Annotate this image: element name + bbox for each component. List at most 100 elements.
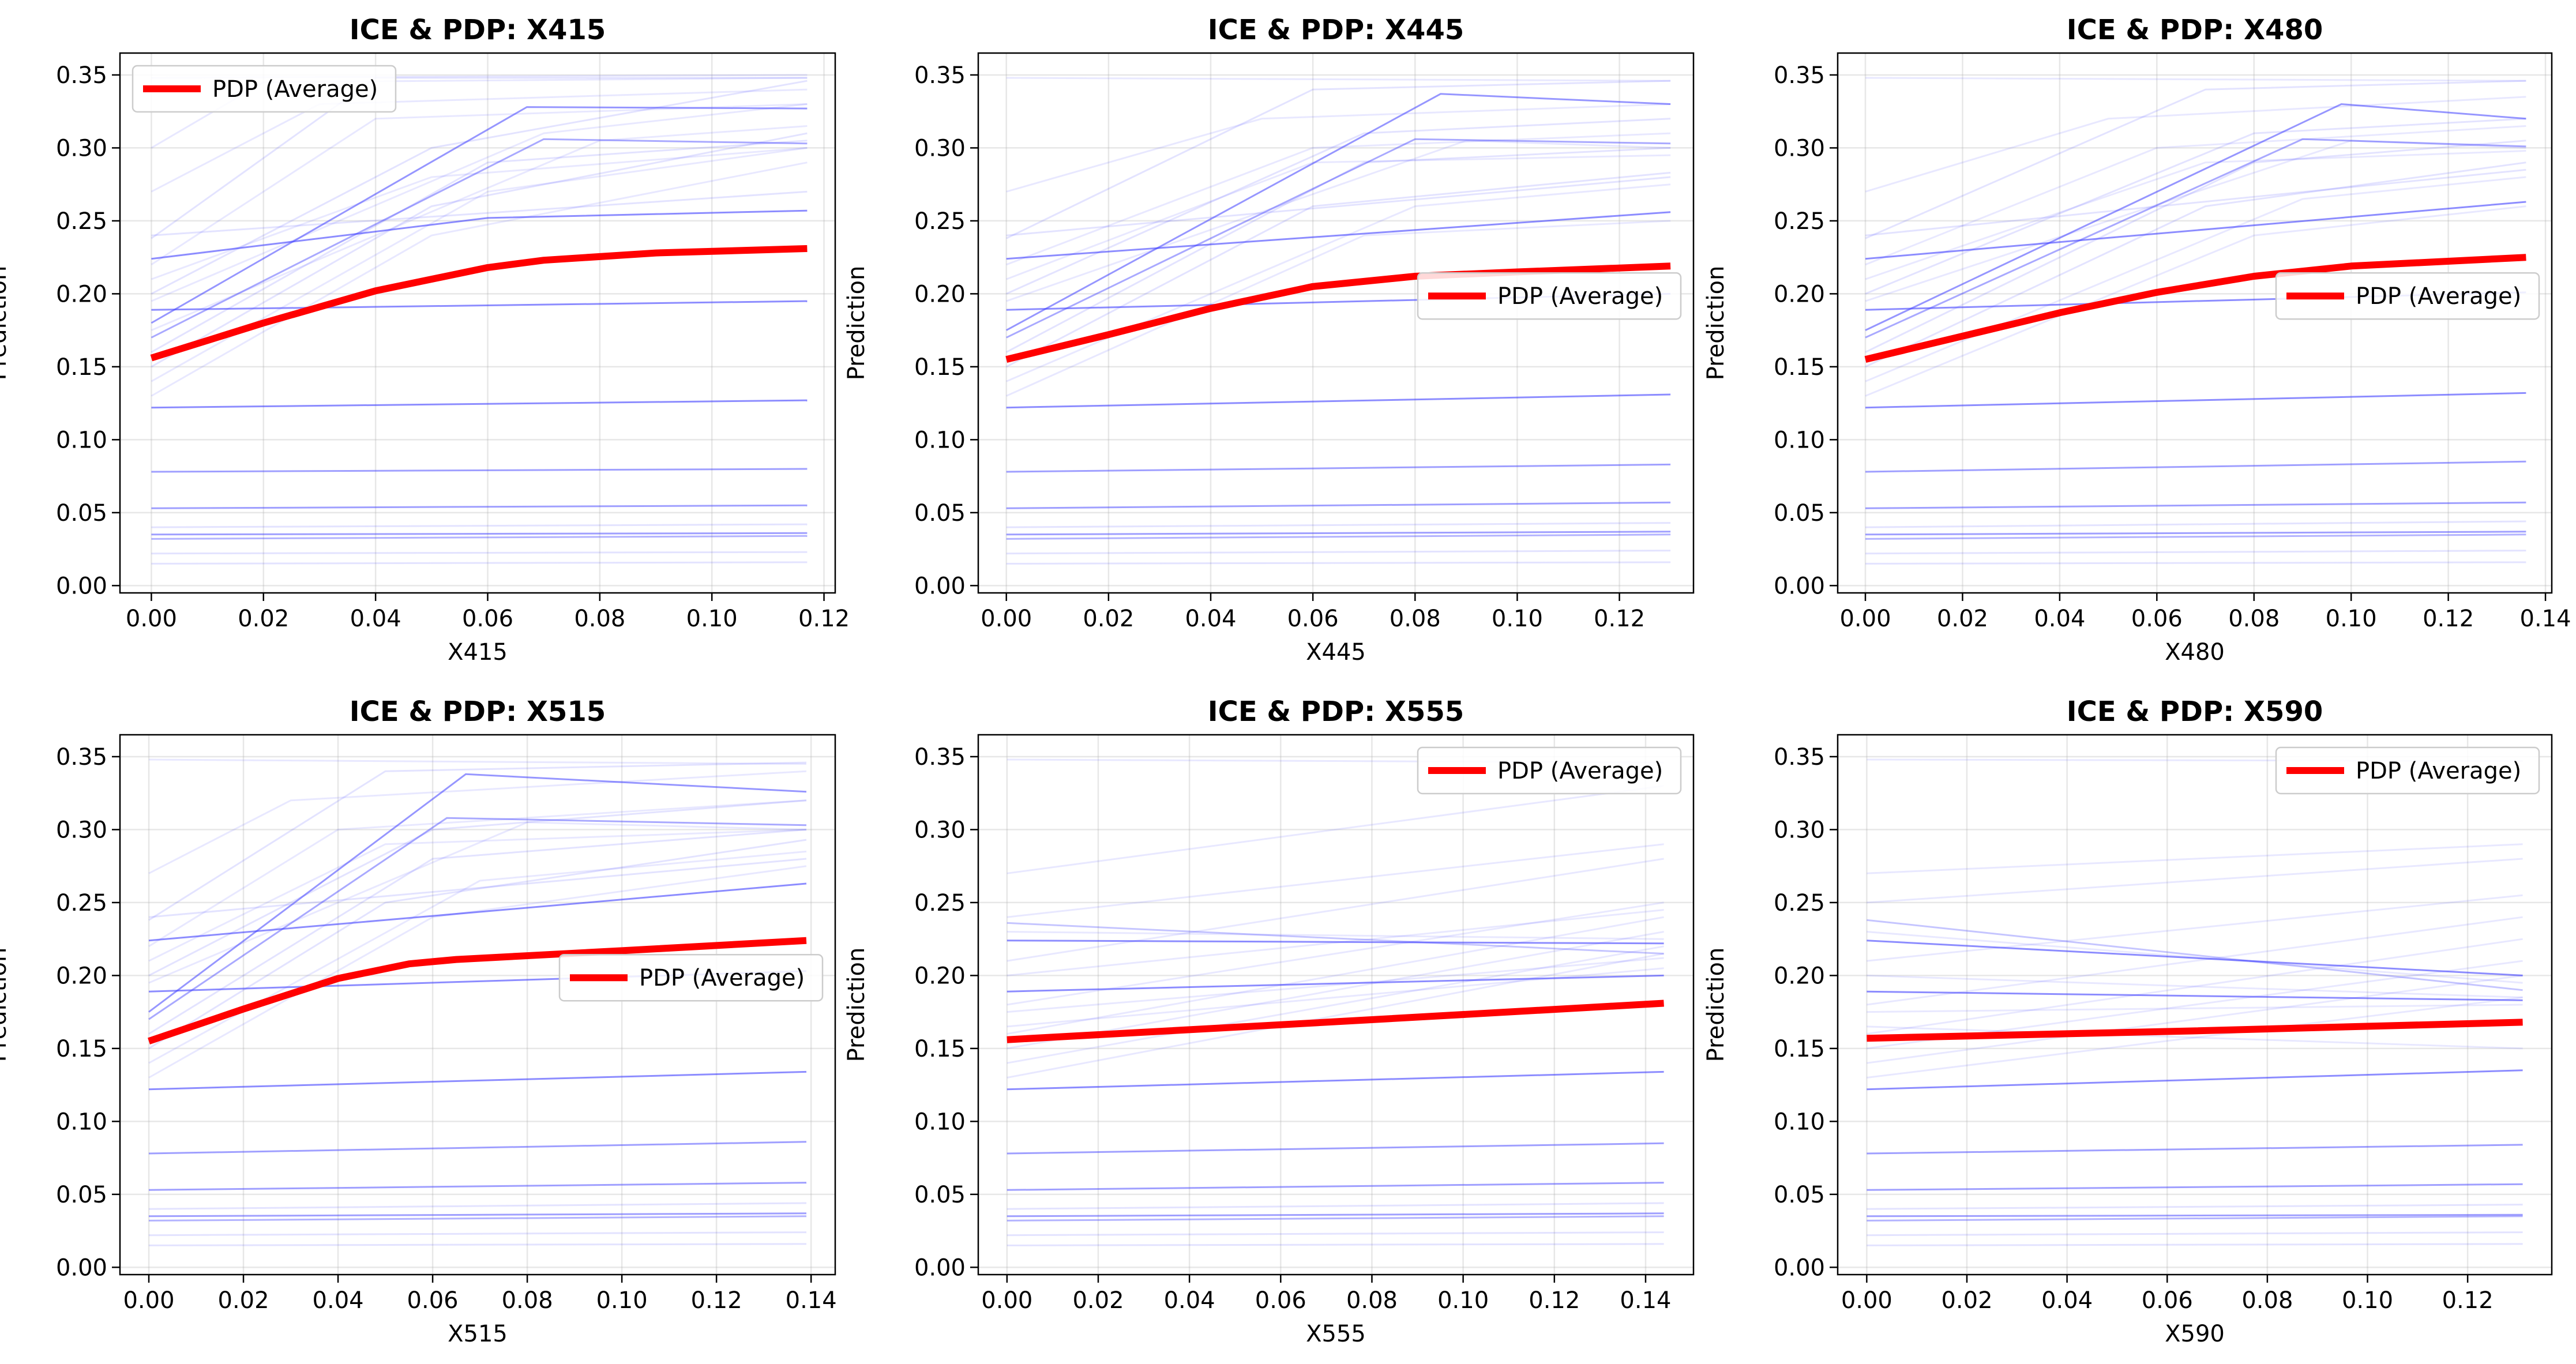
- subplot-1: 0.00 0.02 0.04 0.06 0.08 0.10 0.12 0.00 0.05 0.10…: [0, 14, 850, 666]
- ice-line: [148, 761, 807, 921]
- ice-line: [1865, 118, 2526, 295]
- ice-line: [151, 140, 808, 353]
- x-tick-label: 0.02: [1941, 1287, 1992, 1314]
- y-tick-label: 0.05: [1774, 500, 1825, 527]
- ice-line: [1007, 957, 1664, 1013]
- x-tick-label: 0.04: [1164, 1287, 1215, 1314]
- x-tick-label: 0.06: [462, 606, 513, 632]
- y-tick-label: 0.05: [1774, 1182, 1825, 1208]
- x-tick-label: 0.04: [313, 1287, 364, 1314]
- subplot-3: 0.00 0.02 0.04 0.06 0.08 0.10 0.12 0.14 0.00 0.05…: [1703, 14, 2571, 666]
- ice-line: [1867, 1204, 2523, 1210]
- subplot-5: 0.00 0.02 0.04 0.06 0.08 0.10 0.12 0.14 0.00 0.05…: [843, 696, 1695, 1347]
- axes-frame: [977, 734, 1695, 1276]
- ice-line: [151, 523, 808, 528]
- x-tick-label: 0.14: [1620, 1287, 1671, 1314]
- y-tick-label: 0.10: [56, 1109, 107, 1135]
- y-tick-label: 0.20: [56, 281, 107, 307]
- legend-label: PDP (Average): [2356, 283, 2521, 310]
- ice-line: [148, 1182, 807, 1191]
- y-tick-label: 0.25: [914, 208, 966, 235]
- ice-line: [1865, 80, 2526, 239]
- x-tick-label: 0.06: [1255, 1287, 1306, 1314]
- x-tick-label: 0.06: [407, 1287, 459, 1314]
- ice-line: [148, 799, 807, 948]
- legend-box: [1417, 272, 1682, 320]
- x-axis-label: X415: [448, 639, 508, 666]
- ice-line: [148, 1215, 807, 1222]
- ice-line: [148, 858, 807, 918]
- ice-line: [1007, 909, 1664, 976]
- subplot-2: 0.00 0.02 0.04 0.06 0.08 0.10 0.12 0.00 0.05 0.10…: [843, 14, 1695, 666]
- ice-line: [1865, 138, 2526, 339]
- legend: PDP (Average): [1417, 272, 1682, 320]
- y-tick-label: 0.05: [914, 1182, 966, 1208]
- ice-line: [1007, 1215, 1664, 1222]
- x-tick-label: 0.10: [596, 1287, 648, 1314]
- ice-line: [1865, 103, 2526, 331]
- subplot-title: ICE & PDP: X415: [350, 14, 606, 46]
- ice-line: [148, 799, 807, 976]
- ice-line: [1007, 1070, 1664, 1091]
- ice-line: [151, 146, 808, 280]
- y-tick-label: 0.00: [914, 1254, 966, 1281]
- y-tick-label: 0.25: [56, 208, 107, 235]
- x-tick-label: 0.02: [238, 606, 289, 632]
- legend: PDP (Average): [2275, 272, 2540, 320]
- ice-line: [151, 125, 808, 331]
- ice-line: [148, 1141, 807, 1155]
- ice-line: [1865, 77, 2526, 82]
- y-tick-label: 0.30: [56, 817, 107, 843]
- ice-line: [148, 1231, 807, 1237]
- x-tick-label: 0.10: [2326, 606, 2377, 632]
- legend-label: PDP (Average): [212, 76, 378, 103]
- ice-line: [148, 1202, 807, 1210]
- ice-line: [151, 300, 808, 311]
- ice-line: [151, 132, 808, 368]
- y-tick-label: 0.00: [56, 1254, 107, 1281]
- y-tick-label: 0.35: [56, 744, 107, 771]
- ice-line: [1007, 974, 1664, 993]
- ice-line: [1006, 80, 1671, 239]
- subplot-4: 0.00 0.02 0.04 0.06 0.08 0.10 0.12 0.14 0.00 0.05…: [0, 696, 837, 1347]
- pdp-line: [1864, 254, 2526, 363]
- x-tick-label: 0.04: [1185, 606, 1236, 632]
- subplot-title: ICE & PDP: X480: [2067, 14, 2323, 46]
- x-tick-label: 0.04: [2034, 606, 2085, 632]
- x-tick-label: 0.08: [2228, 606, 2280, 632]
- ice-lines: [151, 74, 808, 565]
- ice-line: [1006, 561, 1671, 565]
- ice-line: [1865, 125, 2526, 266]
- x-tick-label: 0.00: [981, 606, 1032, 632]
- y-tick-label: 0.25: [1774, 890, 1825, 916]
- x-axis-label: X480: [2165, 639, 2225, 666]
- x-axis-label: X445: [1306, 639, 1366, 666]
- y-tick-label: 0.30: [914, 135, 966, 161]
- ice-line: [151, 161, 808, 397]
- x-tick-label: 0.12: [2423, 606, 2474, 632]
- y-tick-label: 0.20: [1774, 963, 1825, 989]
- ice-line: [1867, 990, 2523, 1001]
- y-tick-label: 0.00: [1774, 1254, 1825, 1281]
- y-tick-label: 0.15: [1774, 1036, 1825, 1062]
- ice-line: [1865, 140, 2526, 353]
- ice-line: [1865, 392, 2526, 409]
- x-tick-label: 0.12: [798, 606, 850, 632]
- ice-line: [151, 561, 808, 565]
- grid: [978, 53, 1693, 593]
- x-tick-label: 0.00: [126, 606, 177, 632]
- y-tick-label: 0.15: [914, 354, 966, 381]
- ice-line: [1007, 922, 1664, 955]
- ice-lines: [1867, 758, 2523, 1246]
- grid: [978, 735, 1693, 1275]
- axes-frame: [119, 52, 836, 594]
- ice-line: [151, 468, 808, 473]
- ice-line: [1867, 974, 2523, 998]
- ice-line: [148, 821, 807, 984]
- y-axis-label: Prediction: [843, 266, 870, 381]
- ice-line: [148, 1212, 807, 1218]
- ice-line: [1867, 843, 2523, 874]
- axes-frame: [1837, 734, 2553, 1276]
- legend-box: [2275, 746, 2540, 795]
